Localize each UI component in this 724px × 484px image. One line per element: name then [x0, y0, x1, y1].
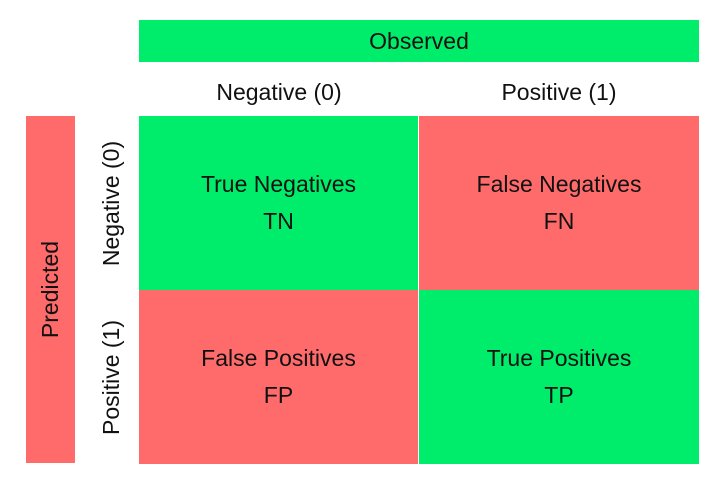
row-header-positive: Positive (1): [86, 290, 138, 464]
cell-label: False Positives: [201, 345, 356, 371]
column-header-negative: Negative (0): [216, 78, 342, 105]
observed-label: Observed: [369, 27, 469, 54]
cell-false-positives: False Positives FP: [139, 290, 418, 464]
row-header-negative: Negative (0): [86, 116, 138, 290]
cell-true-positives: True Positives TP: [419, 290, 699, 464]
row-header-negative-label: Negative (0): [98, 140, 125, 266]
cell-abbreviation: TN: [263, 208, 294, 234]
cell-abbreviation: FP: [263, 382, 294, 408]
cell-label: False Negatives: [476, 171, 642, 197]
cell-true-negatives: True Negatives TN: [139, 116, 418, 290]
predicted-label: Predicted: [37, 240, 64, 339]
cell-label: True Negatives: [200, 171, 357, 197]
cell-abbreviation: FN: [543, 208, 575, 234]
predicted-header: Predicted: [26, 116, 75, 463]
cell-false-negatives: False Negatives FN: [419, 116, 699, 290]
row-header-positive-label: Positive (1): [98, 319, 125, 435]
cell-label: True Positives: [486, 345, 632, 371]
cell-abbreviation: TP: [544, 382, 574, 408]
observed-header: Observed: [139, 20, 699, 62]
column-header-positive: Positive (1): [501, 78, 617, 105]
